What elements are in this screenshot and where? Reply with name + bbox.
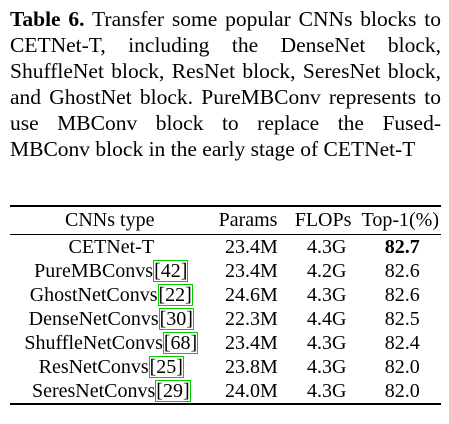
cell-top1: 82.0 <box>384 356 420 378</box>
table-row: PureMBConvs[42] 23.4M 4.2G 82.6 <box>10 259 441 283</box>
header-params: Params <box>218 209 278 231</box>
cell-top1: 82.7 <box>384 236 420 258</box>
caption-label: Table 6. <box>10 7 85 31</box>
cell-flops: 4.3G <box>307 236 347 258</box>
table-row: SeresNetConvs[29] 24.0M 4.3G 82.0 <box>10 379 441 403</box>
cell-flops: 4.2G <box>307 260 347 282</box>
table-row: CETNet-T 23.4M 4.3G 82.7 <box>10 235 441 259</box>
citation-link[interactable]: [30] <box>158 308 194 330</box>
cell-cnn-type: CETNet-T <box>10 235 213 259</box>
caption-text: Transfer some popular CNNs blocks to CET… <box>10 7 441 161</box>
table-mid-rule <box>10 234 441 235</box>
cell-flops: 4.3G <box>307 332 347 354</box>
cnn-type-name: DenseNetConvs <box>28 308 159 330</box>
citation-link[interactable]: [68] <box>162 332 199 354</box>
cell-params: 23.8M <box>224 356 278 378</box>
cell-params: 22.3M <box>224 308 278 330</box>
cnn-type-name: SeresNetConvs <box>31 380 156 402</box>
cell-cnn-type: DenseNetConvs[30] <box>10 307 213 331</box>
citation-link[interactable]: [22] <box>157 284 193 306</box>
cell-flops: 4.3G <box>307 284 347 306</box>
cnn-type-name: ResNetConvs <box>38 356 149 378</box>
header-cnns-type: CNNs type <box>65 209 155 231</box>
header-top1: Top-1(%) <box>361 209 439 231</box>
cell-cnn-type: GhostNetConvs[22] <box>10 283 213 307</box>
cell-top1: 82.6 <box>384 284 420 306</box>
cell-params: 24.0M <box>224 380 278 402</box>
cell-cnn-type: ShuffleNetConvs[68] <box>10 331 213 355</box>
citation-link[interactable]: [25] <box>148 356 184 378</box>
table-header-row: CNNs type Params FLOPs Top-1(%) <box>10 207 441 234</box>
cell-params: 23.4M <box>224 236 278 258</box>
cell-params: 24.6M <box>224 284 278 306</box>
cnn-type-name: ShuffleNetConvs <box>24 332 163 354</box>
cell-flops: 4.4G <box>307 308 347 330</box>
table-row: DenseNetConvs[30] 22.3M 4.4G 82.5 <box>10 307 441 331</box>
results-table-wrap: CNNs type Params FLOPs Top-1(%) CETNet-T… <box>10 205 441 405</box>
results-table-body: CETNet-T 23.4M 4.3G 82.7 PureMBConvs[42] 23.4… <box>10 235 441 403</box>
cell-top1: 82.0 <box>384 380 420 402</box>
cell-flops: 4.3G <box>307 380 347 402</box>
cell-top1: 82.5 <box>384 308 420 330</box>
table-caption: Table 6. Transfer some popular CNNs bloc… <box>10 6 441 162</box>
cell-params: 23.4M <box>224 332 278 354</box>
citation-link[interactable]: [29] <box>155 380 191 402</box>
table-top-rule <box>10 205 441 207</box>
cell-flops: 4.3G <box>307 356 347 378</box>
cell-top1: 82.6 <box>384 260 420 282</box>
cell-params: 23.4M <box>224 260 278 282</box>
table-row: GhostNetConvs[22] 24.6M 4.3G 82.6 <box>10 283 441 307</box>
results-table: CNNs type Params FLOPs Top-1(%) <box>10 207 441 234</box>
cell-cnn-type: SeresNetConvs[29] <box>10 379 213 403</box>
header-flops: FLOPs <box>294 209 352 231</box>
cnn-type-name: CETNet-T <box>68 236 155 258</box>
cnn-type-name: GhostNetConvs <box>29 284 158 306</box>
table-row: ResNetConvs[25] 23.8M 4.3G 82.0 <box>10 355 441 379</box>
citation-link[interactable]: [42] <box>153 260 189 282</box>
cell-cnn-type: ResNetConvs[25] <box>10 355 213 379</box>
table-bottom-rule <box>10 403 441 405</box>
cnn-type-name: PureMBConvs <box>34 260 154 282</box>
cell-cnn-type: PureMBConvs[42] <box>10 259 213 283</box>
table-row: ShuffleNetConvs[68] 23.4M 4.3G 82.4 <box>10 331 441 355</box>
cell-top1: 82.4 <box>384 332 420 354</box>
